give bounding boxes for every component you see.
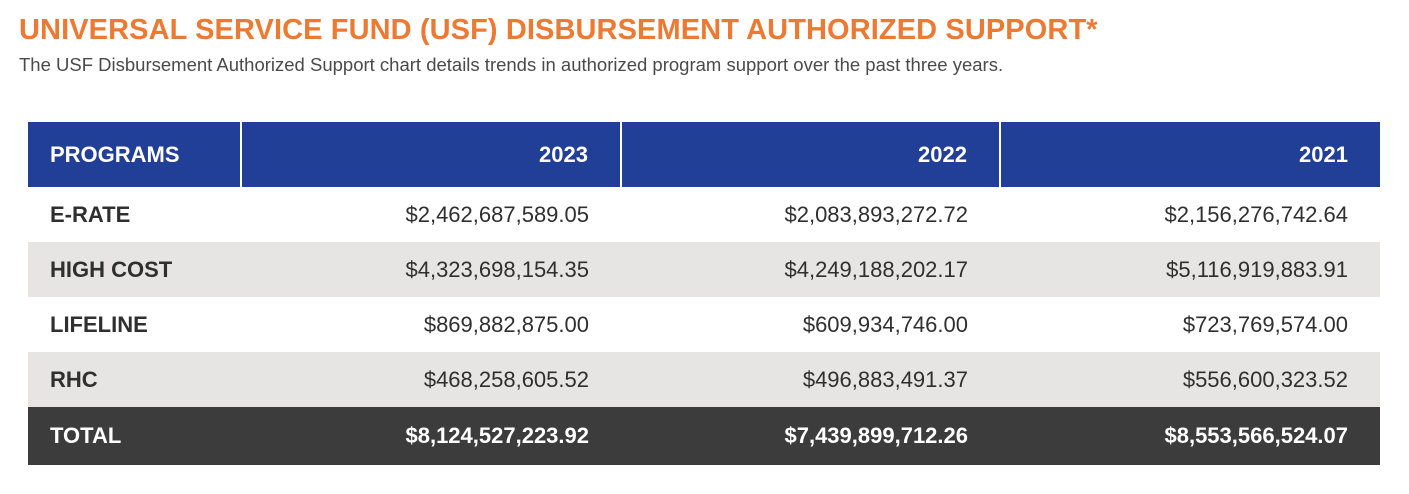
header-2023: 2023 xyxy=(240,122,621,187)
page-title: UNIVERSAL SERVICE FUND (USF) DISBURSEMEN… xyxy=(19,14,1098,46)
program-name: LIFELINE xyxy=(50,311,148,337)
value-2022: $609,934,746.00 xyxy=(802,311,968,337)
value-2021: $2,156,276,742.64 xyxy=(1164,201,1348,227)
header-2021: 2021 xyxy=(999,122,1380,187)
value-2023: $2,462,687,589.05 xyxy=(405,201,589,227)
header-2022: 2022 xyxy=(620,122,1000,187)
value-2022: $2,083,893,272.72 xyxy=(784,201,968,227)
table-row-lifeline: LIFELINE $869,882,875.00 $609,934,746.00… xyxy=(28,297,1380,352)
program-name: RHC xyxy=(50,366,98,392)
table-header-row: PROGRAMS 2023 2022 2021 xyxy=(28,122,1380,187)
page-subtitle: The USF Disbursement Authorized Support … xyxy=(19,54,1004,75)
usf-support-table: PROGRAMS 2023 2022 2021 E-RATE $2,462,68… xyxy=(28,122,1380,465)
value-2022: $496,883,491.37 xyxy=(802,366,968,392)
value-2023: $4,323,698,154.35 xyxy=(405,256,589,282)
total-2023: $8,124,527,223.92 xyxy=(405,423,589,448)
total-2021: $8,553,566,524.07 xyxy=(1164,423,1348,448)
program-name: E-RATE xyxy=(50,201,131,227)
value-2023: $468,258,605.52 xyxy=(423,366,589,392)
value-2021: $5,116,919,883.91 xyxy=(1166,256,1348,282)
total-label: TOTAL xyxy=(50,423,122,448)
value-2021: $723,769,574.00 xyxy=(1182,311,1348,337)
header-programs: PROGRAMS xyxy=(50,141,180,167)
table-row-high-cost: HIGH COST $4,323,698,154.35 $4,249,188,2… xyxy=(28,242,1380,297)
table-row-rhc: RHC $468,258,605.52 $496,883,491.37 $556… xyxy=(28,352,1380,407)
table-row-e-rate: E-RATE $2,462,687,589.05 $2,083,893,272.… xyxy=(28,187,1380,242)
value-2022: $4,249,188,202.17 xyxy=(784,256,968,282)
total-2022: $7,439,899,712.26 xyxy=(784,423,968,448)
value-2021: $556,600,323.52 xyxy=(1182,366,1348,392)
value-2023: $869,882,875.00 xyxy=(423,311,589,337)
program-name: HIGH COST xyxy=(50,256,173,282)
table-row-total: TOTAL $8,124,527,223.92 $7,439,899,712.2… xyxy=(28,407,1380,465)
